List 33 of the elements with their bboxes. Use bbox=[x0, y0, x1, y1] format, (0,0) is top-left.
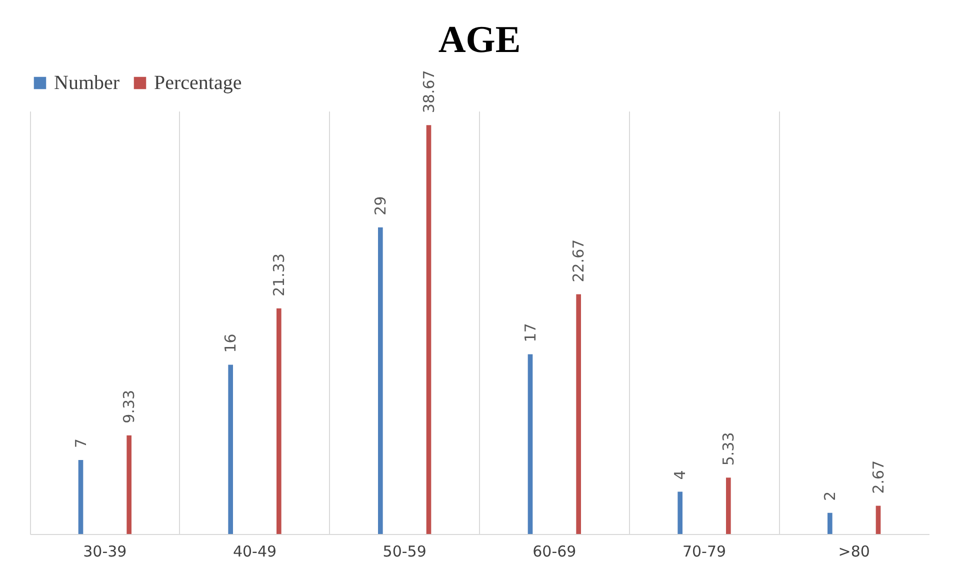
data-label: 38.67 bbox=[420, 70, 438, 114]
bar bbox=[528, 354, 533, 534]
data-label: 2 bbox=[820, 491, 839, 501]
bar bbox=[828, 512, 832, 534]
bar bbox=[378, 227, 383, 534]
bar bbox=[276, 308, 282, 534]
data-label: 21.33 bbox=[270, 253, 288, 296]
bar bbox=[876, 506, 881, 534]
chart-title: AGE bbox=[438, 19, 521, 62]
data-label: 9.33 bbox=[120, 390, 138, 424]
data-label: 22.67 bbox=[570, 239, 588, 282]
bar bbox=[726, 478, 731, 534]
bar bbox=[78, 460, 84, 534]
data-label: 5.33 bbox=[719, 432, 738, 466]
bar bbox=[228, 364, 233, 534]
x-tick-label: >80 bbox=[838, 542, 870, 560]
x-tick-label: 40-49 bbox=[232, 542, 277, 560]
data-label: 29 bbox=[371, 196, 390, 216]
data-label: 17 bbox=[521, 323, 540, 342]
bar bbox=[126, 435, 132, 534]
x-tick-label: 70-79 bbox=[682, 542, 726, 560]
data-label: 7 bbox=[72, 438, 90, 448]
data-label: 16 bbox=[222, 334, 240, 353]
legend-label: Percentage bbox=[154, 72, 242, 94]
bar bbox=[426, 125, 432, 534]
x-tick-label: 50-59 bbox=[382, 542, 426, 560]
data-label: 2.67 bbox=[869, 460, 888, 494]
bar bbox=[678, 492, 682, 534]
legend-label: Number bbox=[54, 72, 120, 94]
bar bbox=[576, 294, 581, 534]
data-label: 4 bbox=[671, 470, 690, 480]
x-tick-label: 60-69 bbox=[532, 542, 576, 560]
x-tick-label: 30-39 bbox=[83, 542, 127, 560]
